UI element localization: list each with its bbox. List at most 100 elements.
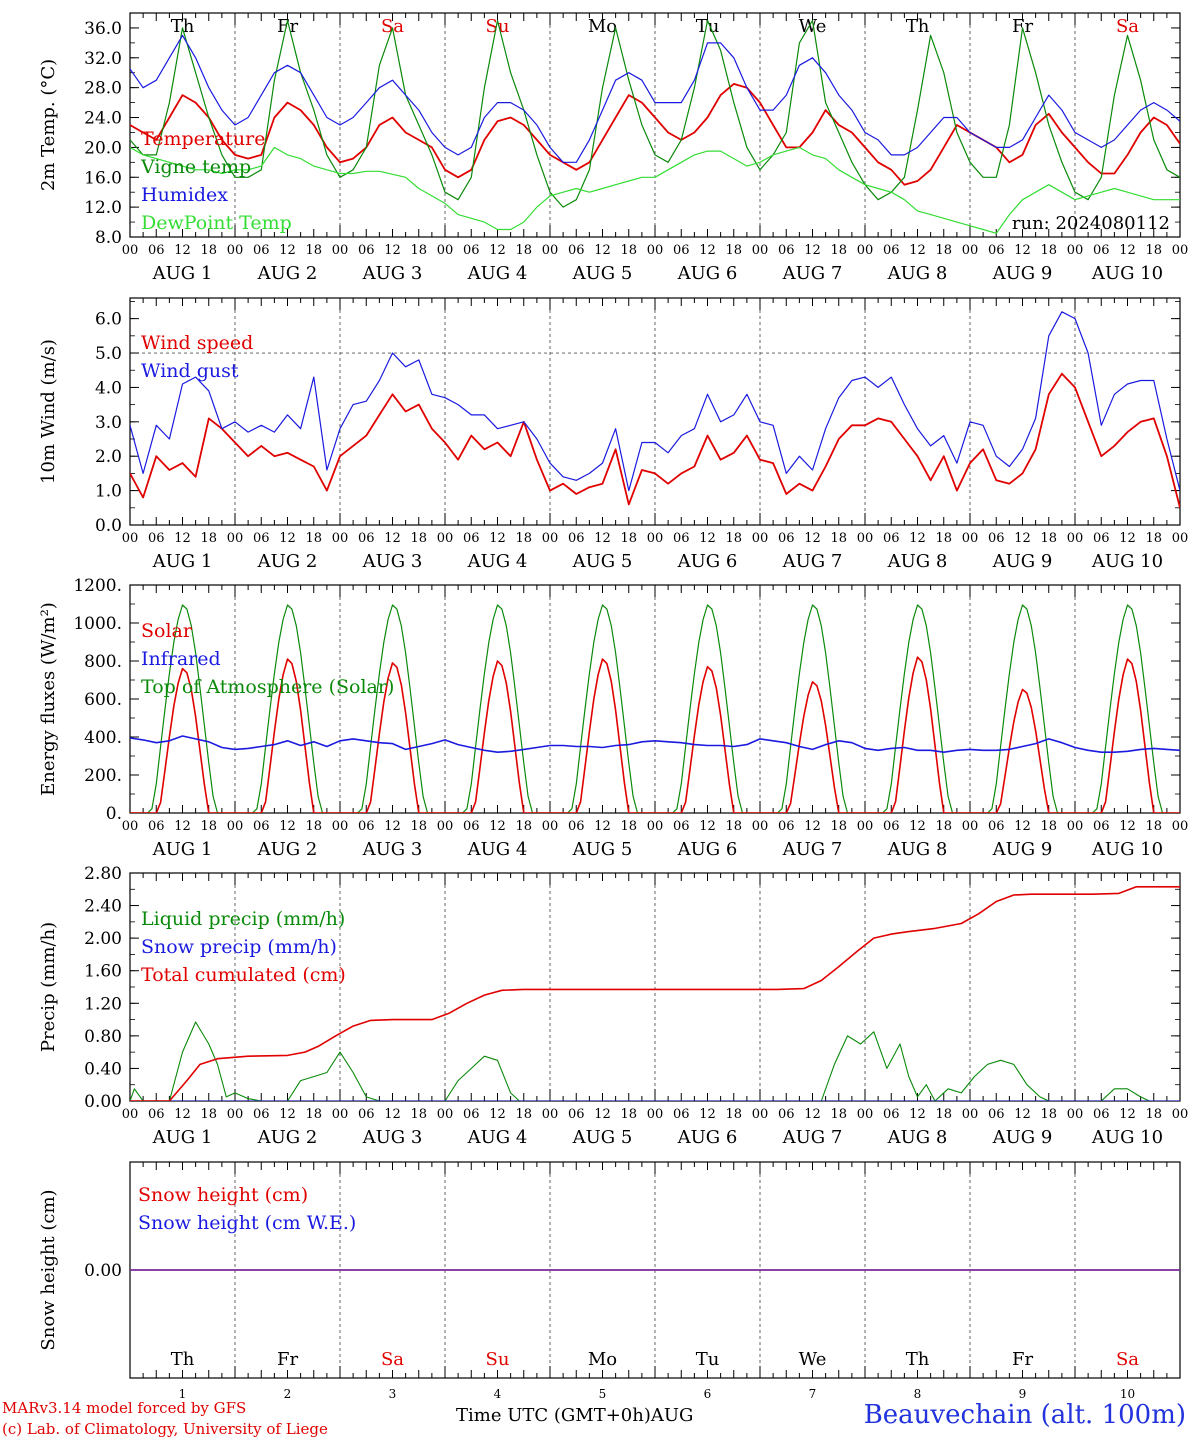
y-tick-label: 2.80 xyxy=(84,864,122,884)
hour-tick-label: 00 xyxy=(962,243,979,258)
panel-snow: 0.00 Snow height (cm) Th 1 Fr 2 Sa 3 Su 4 Mo 5 Tu 6 We… xyxy=(38,1161,1181,1401)
hour-tick-label: 12 xyxy=(804,243,821,258)
hour-tick-label: 00 xyxy=(542,819,559,834)
hour-tick-label: 18 xyxy=(410,819,427,834)
date-label: AUG 2 xyxy=(257,1127,318,1148)
hour-tick-label: 18 xyxy=(620,531,637,546)
date-label: AUG 9 xyxy=(992,1127,1053,1148)
day-number-label: 7 xyxy=(809,1387,817,1401)
hour-tick-label: 18 xyxy=(410,1107,427,1122)
hour-tick-label: 12 xyxy=(1014,1107,1031,1122)
day-number-label: 8 xyxy=(914,1387,922,1401)
y-tick-label: 0. xyxy=(106,804,122,824)
hour-tick-label: 06 xyxy=(778,243,795,258)
y-tick-label: 8.0 xyxy=(95,228,122,248)
date-label: AUG 3 xyxy=(362,1127,423,1148)
day-number-label: 9 xyxy=(1019,1387,1027,1401)
legend-entry: Temperature xyxy=(141,128,265,150)
hour-tick-label: 00 xyxy=(437,1107,454,1122)
hour-tick-label: 18 xyxy=(515,819,532,834)
hour-tick-label: 06 xyxy=(253,819,270,834)
series-total-cumulated-cm--line xyxy=(130,885,1180,1101)
hour-tick-label: 06 xyxy=(778,531,795,546)
day-name-label: Sa xyxy=(381,1349,404,1370)
hour-tick-label: 18 xyxy=(410,243,427,258)
date-label: AUG 6 xyxy=(677,551,738,572)
hour-tick-label: 06 xyxy=(778,1107,795,1122)
hour-tick-label: 06 xyxy=(883,1107,900,1122)
hour-tick-label: 00 xyxy=(122,243,139,258)
hour-tick-label: 12 xyxy=(1119,1107,1136,1122)
hour-tick-label: 12 xyxy=(909,243,926,258)
day-name-label: We xyxy=(799,1349,827,1370)
hour-tick-label: 18 xyxy=(725,1107,742,1122)
hour-tick-label: 12 xyxy=(1014,819,1031,834)
hour-tick-label: 18 xyxy=(725,531,742,546)
date-label: AUG 5 xyxy=(572,551,633,572)
date-label: AUG 1 xyxy=(152,263,213,284)
legend-entry: Vigne temp xyxy=(140,156,251,178)
hour-tick-label: 06 xyxy=(253,243,270,258)
hour-tick-label: 12 xyxy=(279,243,296,258)
hour-tick-label: 00 xyxy=(437,819,454,834)
legend-entry: Humidex xyxy=(141,184,228,206)
date-label: AUG 5 xyxy=(572,263,633,284)
hour-tick-label: 06 xyxy=(988,1107,1005,1122)
y-tick-label: 2.0 xyxy=(95,447,122,467)
date-label: AUG 4 xyxy=(467,839,528,860)
hour-tick-label: 06 xyxy=(988,243,1005,258)
hour-tick-label: 12 xyxy=(279,819,296,834)
day-name-label: Tu xyxy=(696,16,720,37)
hour-tick-label: 06 xyxy=(988,819,1005,834)
hour-tick-label: 06 xyxy=(358,531,375,546)
legend-entry: Infrared xyxy=(141,648,221,670)
hour-tick-label: 06 xyxy=(778,819,795,834)
hour-tick-label: 00 xyxy=(1172,1107,1189,1122)
day-name-label: Th xyxy=(906,1349,930,1370)
date-label: AUG 4 xyxy=(467,551,528,572)
hour-tick-label: 18 xyxy=(830,531,847,546)
day-number-label: 3 xyxy=(389,1387,397,1401)
plot-frame xyxy=(129,12,1181,238)
hour-tick-label: 12 xyxy=(384,1107,401,1122)
legend-entry: Snow precip (mm/h) xyxy=(141,936,337,958)
hour-tick-label: 18 xyxy=(305,243,322,258)
hour-tick-label: 00 xyxy=(647,531,664,546)
hour-tick-label: 18 xyxy=(830,1107,847,1122)
hour-tick-label: 12 xyxy=(909,531,926,546)
date-label: AUG 7 xyxy=(782,839,843,860)
day-name-label: Fr xyxy=(1012,16,1033,37)
y-axis-title: Energy fluxes (W/m²) xyxy=(38,602,59,796)
hour-tick-label: 06 xyxy=(358,243,375,258)
hour-tick-label: 12 xyxy=(1119,819,1136,834)
hour-tick-label: 06 xyxy=(358,1107,375,1122)
day-name-label: Tu xyxy=(696,1349,720,1370)
y-tick-label: 1.60 xyxy=(84,962,122,982)
hour-tick-label: 06 xyxy=(1093,243,1110,258)
series-solar-line xyxy=(130,656,1180,813)
hour-tick-label: 06 xyxy=(148,531,165,546)
y-tick-label: 800. xyxy=(84,652,122,672)
date-label: AUG 10 xyxy=(1091,839,1163,860)
y-tick-label: 200. xyxy=(84,766,122,786)
hour-tick-label: 18 xyxy=(200,819,217,834)
panel-precip: 0.00 0.40 0.80 1.20 1.60 2.00 2.40 2.80 Precip (… xyxy=(38,864,1188,1148)
hour-tick-label: 06 xyxy=(358,819,375,834)
credits-lab: (c) Lab. of Climatology, University of L… xyxy=(2,1420,328,1438)
hour-tick-label: 18 xyxy=(305,531,322,546)
hour-tick-label: 06 xyxy=(463,1107,480,1122)
date-label: AUG 8 xyxy=(887,551,948,572)
hour-tick-label: 00 xyxy=(647,819,664,834)
y-tick-label: 12.0 xyxy=(84,198,122,218)
hour-tick-label: 00 xyxy=(227,819,244,834)
hour-tick-label: 18 xyxy=(515,1107,532,1122)
hour-tick-label: 06 xyxy=(148,243,165,258)
hour-tick-label: 18 xyxy=(935,243,952,258)
hour-tick-label: 06 xyxy=(673,1107,690,1122)
date-label: AUG 10 xyxy=(1091,551,1163,572)
day-number-label: 5 xyxy=(599,1387,607,1401)
hour-tick-label: 12 xyxy=(1014,531,1031,546)
hour-tick-label: 06 xyxy=(568,1107,585,1122)
date-label: AUG 3 xyxy=(362,263,423,284)
day-name-label: Th xyxy=(906,16,930,37)
